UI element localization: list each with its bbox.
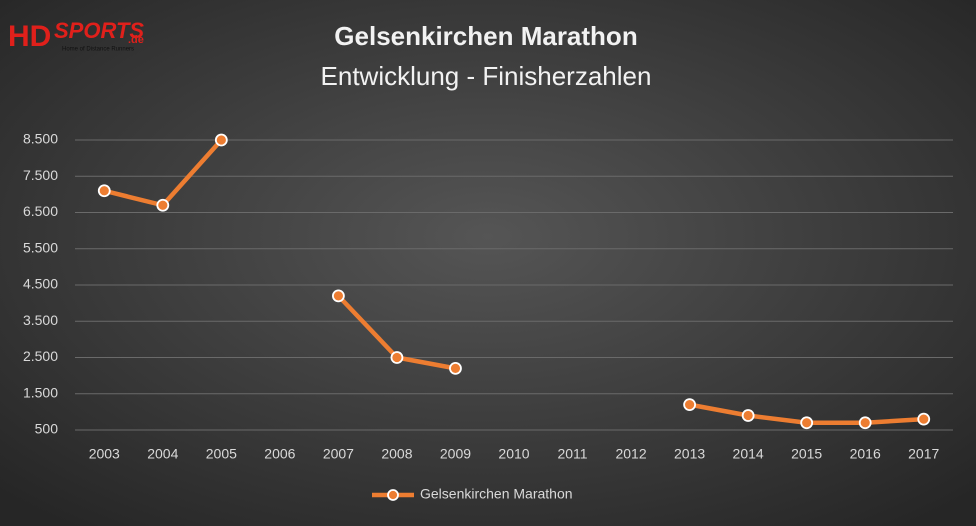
x-tick-label: 2005: [206, 446, 237, 462]
y-tick-label: 2.500: [23, 348, 58, 364]
marker: [800, 416, 814, 430]
y-tick-label: 3.500: [23, 312, 58, 328]
y-tick-label: 4.500: [23, 276, 58, 292]
x-tick-label: 2007: [323, 446, 354, 462]
x-tick-label: 2013: [674, 446, 705, 462]
chart-subtitle: Entwicklung - Finisherzahlen: [321, 61, 652, 91]
marker: [917, 412, 931, 426]
y-tick-label: 6.500: [23, 203, 58, 219]
y-tick-label: 500: [35, 421, 59, 437]
logo: HD SPORTS .de Home of Distance Runners: [8, 18, 144, 53]
marker: [683, 398, 696, 412]
x-tick-label: 2015: [791, 446, 822, 462]
marker: [156, 198, 170, 212]
marker: [214, 133, 228, 147]
marker: [741, 409, 755, 422]
logo-brand: HD: [8, 20, 51, 53]
x-tick-label: 2016: [850, 446, 881, 462]
x-tick-label: 2009: [440, 446, 471, 462]
x-tick-label: 2017: [908, 446, 939, 462]
logo-tagline: Home of Distance Runners: [62, 47, 134, 53]
legend-label: Gelsenkirchen Marathon: [420, 486, 573, 502]
x-tick-label: 2014: [733, 446, 764, 462]
x-tick-label: 2008: [381, 446, 412, 462]
legend-marker: [387, 489, 399, 501]
marker: [858, 416, 872, 430]
marker: [390, 351, 404, 364]
y-tick-label: 1.500: [23, 384, 58, 400]
x-tick-label: 2011: [557, 446, 587, 462]
marker: [449, 361, 462, 375]
logo-brand2: SPORTS: [54, 18, 144, 43]
marker: [97, 184, 111, 198]
chart-title: Gelsenkirchen Marathon: [334, 21, 637, 51]
y-tick-label: 7.500: [23, 167, 58, 183]
logo-suffix: .de: [128, 34, 144, 46]
x-tick-label: 2004: [147, 446, 178, 462]
y-tick-label: 8.500: [23, 131, 58, 147]
x-tick-label: 2012: [615, 446, 646, 462]
x-tick-label: 2010: [498, 446, 529, 462]
y-tick-label: 5.500: [23, 239, 58, 255]
x-tick-label: 2003: [89, 446, 120, 462]
x-tick-label: 2006: [264, 446, 295, 462]
marker: [331, 289, 345, 303]
